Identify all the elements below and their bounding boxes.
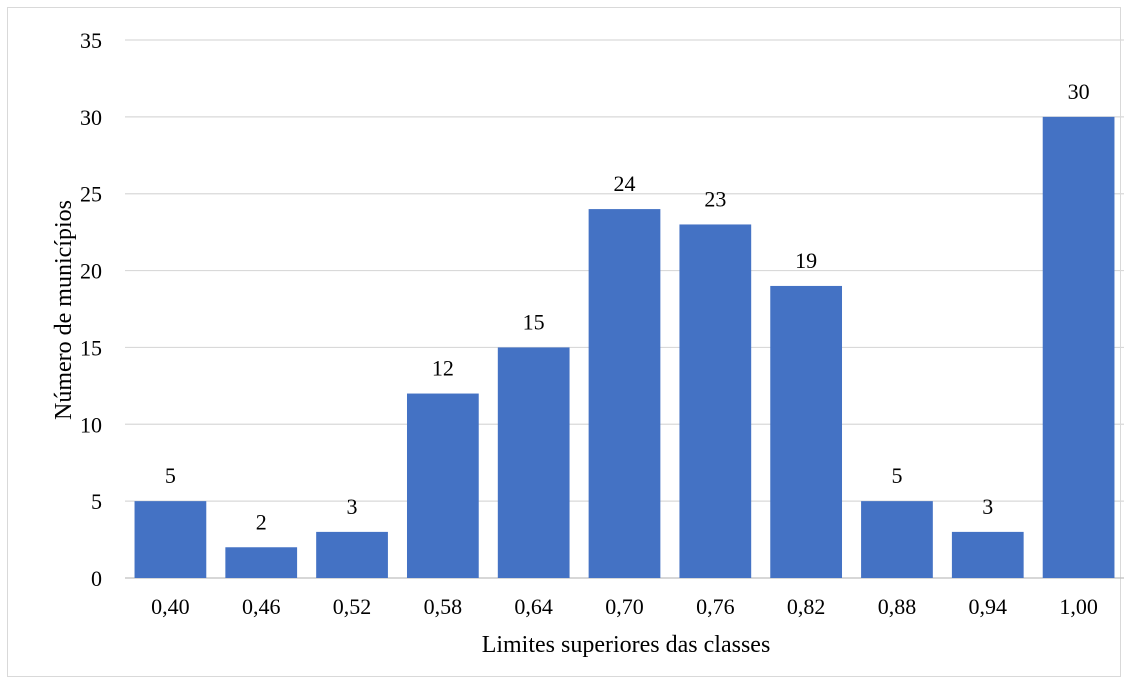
- bar: [1042, 116, 1115, 578]
- y-axis-label: Número de municípios: [51, 200, 77, 420]
- data-label: 15: [523, 309, 545, 334]
- data-label: 5: [891, 463, 902, 488]
- y-tick-label: 20: [80, 259, 102, 284]
- y-tick-label: 25: [80, 182, 102, 207]
- data-label: 30: [1068, 79, 1090, 104]
- bar: [406, 393, 479, 578]
- y-tick-label: 35: [80, 28, 102, 53]
- x-tick-label: 0,64: [514, 594, 553, 619]
- data-label: 23: [704, 186, 726, 211]
- bar: [951, 531, 1024, 578]
- bar: [497, 347, 570, 578]
- x-tick-label: 0,70: [605, 594, 644, 619]
- y-axis-ticks: 0 5 10 15 20 25 30 35: [80, 28, 102, 591]
- data-label: 19: [795, 248, 817, 273]
- x-tick-label: 0,58: [424, 594, 463, 619]
- x-axis-label: Limites superiores das classes: [482, 632, 771, 658]
- y-tick-label: 5: [91, 489, 102, 514]
- bar: [134, 501, 207, 578]
- data-label: 24: [614, 171, 636, 196]
- data-label: 5: [165, 463, 176, 488]
- x-tick-label: 0,52: [333, 594, 372, 619]
- y-tick-label: 15: [80, 335, 102, 360]
- data-label: 3: [982, 494, 993, 519]
- x-tick-label: 0,88: [878, 594, 917, 619]
- data-label: 12: [432, 356, 454, 381]
- gridlines: [125, 39, 1124, 579]
- x-tick-label: 0,40: [151, 594, 190, 619]
- x-tick-label: 0,82: [787, 594, 826, 619]
- bars: [134, 116, 1115, 579]
- y-tick-label: 30: [80, 105, 102, 130]
- bar: [861, 501, 933, 578]
- bar: [225, 547, 298, 578]
- x-tick-label: 0,94: [969, 594, 1008, 619]
- bar: [679, 224, 752, 578]
- x-tick-label: 0,76: [696, 594, 735, 619]
- data-label: 3: [347, 494, 358, 519]
- y-tick-label: 0: [91, 566, 102, 591]
- x-tick-label: 1,00: [1059, 594, 1098, 619]
- bar: [588, 209, 661, 579]
- x-axis-ticks: 0,40 0,46 0,52 0,58 0,64 0,70 0,76 0,82 0,88 0,94…: [151, 594, 1098, 619]
- data-label: 2: [256, 509, 267, 534]
- bar: [770, 285, 843, 578]
- bar: [316, 531, 388, 578]
- x-tick-label: 0,46: [242, 594, 281, 619]
- y-tick-label: 10: [80, 412, 102, 437]
